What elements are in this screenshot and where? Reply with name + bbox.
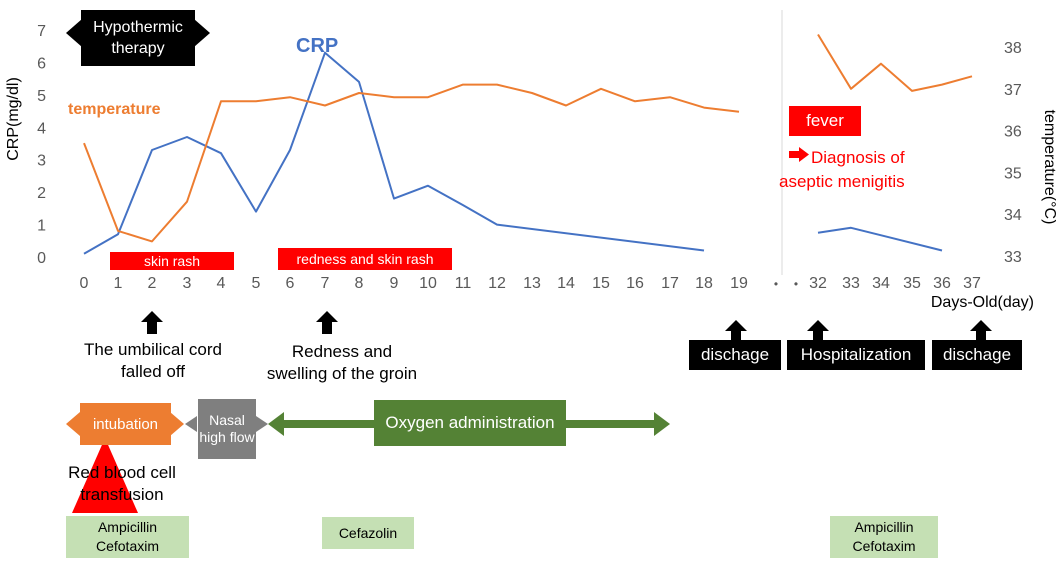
fever-box: fever [789, 106, 861, 136]
crp-line-segment [817, 226, 943, 252]
x-tick-label: 7 [321, 275, 330, 292]
crp-series-label: CRP [296, 35, 338, 57]
temperature-line-segment [817, 33, 973, 92]
up-arrow-icon [807, 320, 829, 340]
diagnosis-arrow-head [799, 147, 809, 162]
left-tick-label: 7 [37, 23, 46, 40]
x-tick-label: 1 [114, 275, 123, 292]
up-arrow-icon [141, 311, 163, 334]
right-tick-label: 35 [1004, 165, 1022, 182]
right-tick-label: 38 [1004, 40, 1022, 57]
x-tick-label: 8 [355, 275, 364, 292]
redness-skin-rash-box: redness and skin rash [278, 248, 452, 270]
x-tick-label: 10 [419, 275, 437, 292]
x-tick-label: 2 [148, 275, 157, 292]
x-tick-label: 17 [661, 275, 679, 292]
x-tick-label: 4 [217, 275, 226, 292]
crp-line-segment [83, 51, 705, 255]
groin-swelling-text: Redness and swelling of the groin [266, 342, 418, 383]
left-tick-label: 1 [37, 218, 46, 235]
x-tick-label: 36 [933, 275, 951, 292]
series-layer [83, 33, 973, 255]
nasal-arrow-right [256, 416, 268, 432]
antibiotic-box-1: Ampicillin Cefotaxim [66, 516, 189, 558]
oxygen-arrow-left [268, 412, 284, 436]
x-tick-label: 14 [557, 275, 575, 292]
skin-rash-box: skin rash [110, 252, 234, 270]
x-tick-label: 6 [286, 275, 295, 292]
diagnosis-arrow-shaft [789, 151, 799, 158]
x-tick-label: 3 [183, 275, 192, 292]
x-axis-ticks: 0 1 2 3 4 5 6 7 8 9 10 11 12 13 14 15 16 17 18 19 • • 32 33 34 35… [80, 275, 981, 292]
left-tick-label: 0 [37, 250, 46, 267]
oxygen-arrow-right [654, 412, 670, 436]
right-axis-label: temperature(°C) [1041, 110, 1056, 225]
nasal-high-flow-box: Nasal high flow [198, 399, 256, 459]
x-tick-label: 13 [523, 275, 541, 292]
right-tick-label: 34 [1004, 207, 1022, 224]
right-axis-ticks: 33 34 35 36 37 38 [1004, 40, 1022, 266]
transfusion-triangle-icon [72, 438, 138, 513]
intubation-arrow-left [66, 412, 80, 436]
left-axis-ticks: 0 1 2 3 4 5 6 7 [37, 23, 46, 267]
right-tick-label: 37 [1004, 82, 1022, 99]
diagnosis-text: Diagnosis of aseptic menigitis [779, 148, 905, 191]
intubation-arrow-right [170, 412, 184, 436]
intubation-box: intubation [80, 403, 171, 445]
hypothermic-arrow-left [66, 19, 82, 47]
left-tick-label: 3 [37, 153, 46, 170]
left-tick-label: 5 [37, 88, 46, 105]
discharge-box-2: dischage [932, 340, 1022, 370]
left-axis-label: CRP(mg/dl) [5, 77, 22, 161]
x-tick-label: 34 [872, 275, 890, 292]
left-tick-label: 4 [37, 120, 46, 137]
x-tick-label: 32 [809, 275, 827, 292]
x-axis-label: Days-Old(day) [931, 294, 1034, 311]
right-tick-label: 33 [1004, 249, 1022, 266]
x-tick-label: 18 [695, 275, 713, 292]
x-tick-label: 12 [488, 275, 506, 292]
left-tick-label: 2 [37, 185, 46, 202]
antibiotic-box-2: Cefazolin [322, 517, 414, 549]
hypothermic-arrow-right [194, 19, 210, 47]
umbilical-cord-text: The umbilical cord falled off [84, 340, 222, 381]
temperature-series-label: temperature [68, 101, 161, 118]
discharge-box-1: dischage [689, 340, 781, 370]
x-tick-label: 16 [626, 275, 644, 292]
x-tick-label: 35 [903, 275, 921, 292]
hypothermic-therapy-box: Hypothermic therapy [81, 10, 195, 66]
x-tick-label: 19 [730, 275, 748, 292]
x-tick-label: 15 [592, 275, 610, 292]
antibiotic-box-3: Ampicillin Cefotaxim [830, 516, 938, 558]
transfusion-text: Red blood cell transfusion [68, 463, 176, 504]
x-tick-label: 0 [80, 275, 89, 292]
left-tick-label: 6 [37, 55, 46, 72]
x-tick-label: • [774, 277, 778, 291]
x-tick-label: 5 [252, 275, 261, 292]
x-tick-label: 11 [455, 275, 472, 292]
x-tick-label: 9 [390, 275, 399, 292]
hospitalization-box: Hospitalization [787, 340, 925, 370]
up-arrow-icon [725, 320, 747, 340]
oxygen-administration-box: Oxygen administration [374, 400, 566, 446]
nasal-arrow-left [185, 416, 197, 432]
temperature-line-segment [83, 83, 740, 243]
up-arrow-icon [316, 311, 338, 334]
x-tick-label: 37 [963, 275, 981, 292]
up-arrow-icon [970, 320, 992, 340]
x-tick-label: • [794, 277, 798, 291]
x-tick-label: 33 [842, 275, 860, 292]
right-tick-label: 36 [1004, 124, 1022, 141]
